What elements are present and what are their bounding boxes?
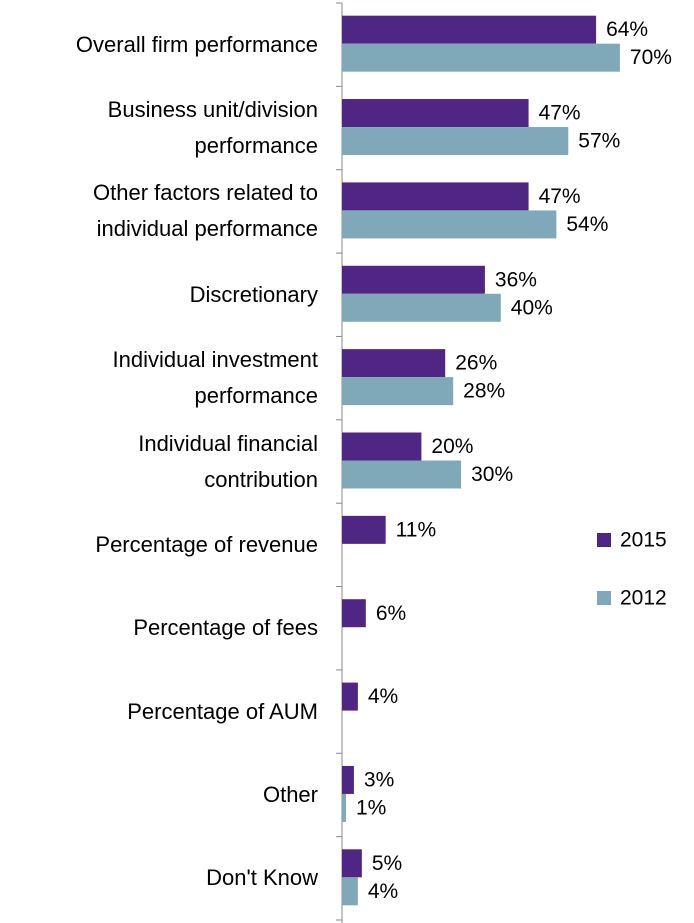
bar	[342, 432, 422, 461]
bar	[342, 877, 358, 906]
value-label: 40%	[511, 296, 553, 319]
bar	[342, 265, 485, 294]
bar	[342, 349, 446, 378]
bar	[342, 293, 501, 322]
value-label: 70%	[630, 46, 672, 69]
legend-label: 2012	[620, 587, 667, 610]
value-label: 4%	[368, 880, 398, 903]
value-label: 64%	[606, 18, 648, 41]
legend-swatch	[597, 533, 611, 547]
bar	[342, 599, 366, 628]
value-label: 3%	[364, 769, 394, 792]
category-label: Other factors related to individual perf…	[93, 180, 318, 242]
bar	[342, 682, 358, 711]
category-label: Business unit/division performance	[107, 97, 318, 159]
value-label: 6%	[376, 602, 406, 625]
bar	[342, 43, 620, 72]
bar	[342, 99, 529, 128]
bar	[342, 765, 354, 794]
bar	[342, 460, 462, 489]
category-label: Don't Know	[206, 865, 318, 891]
bar	[342, 15, 597, 44]
value-label: 47%	[539, 102, 581, 125]
category-label: Individual financial contribution	[138, 430, 318, 492]
bar	[342, 849, 362, 878]
bar	[342, 210, 557, 239]
value-label: 54%	[566, 213, 608, 236]
category-label: Other	[262, 781, 318, 807]
value-label: 36%	[495, 268, 537, 291]
value-label: 20%	[431, 435, 473, 458]
value-label: 26%	[455, 352, 497, 375]
category-label: Percentage of fees	[133, 615, 318, 641]
legend-label: 2015	[620, 529, 667, 552]
value-label: 1%	[356, 797, 386, 820]
value-label: 11%	[396, 518, 436, 541]
bar	[342, 182, 529, 211]
category-label: Overall firm performance	[75, 31, 318, 57]
value-label: 5%	[372, 852, 402, 875]
category-label: Percentage of revenue	[95, 531, 318, 557]
bar	[342, 793, 346, 822]
bar	[342, 377, 454, 406]
bar	[342, 127, 569, 156]
value-label: 4%	[368, 685, 398, 708]
value-label: 47%	[539, 185, 581, 208]
value-label: 57%	[578, 130, 620, 153]
legend-swatch	[597, 591, 611, 605]
value-label: 30%	[471, 463, 513, 486]
bar	[342, 515, 386, 544]
category-label: Percentage of AUM	[127, 698, 318, 724]
category-label: Discretionary	[189, 281, 318, 307]
category-label: Individual investment performance	[112, 347, 318, 409]
value-label: 28%	[463, 380, 505, 403]
